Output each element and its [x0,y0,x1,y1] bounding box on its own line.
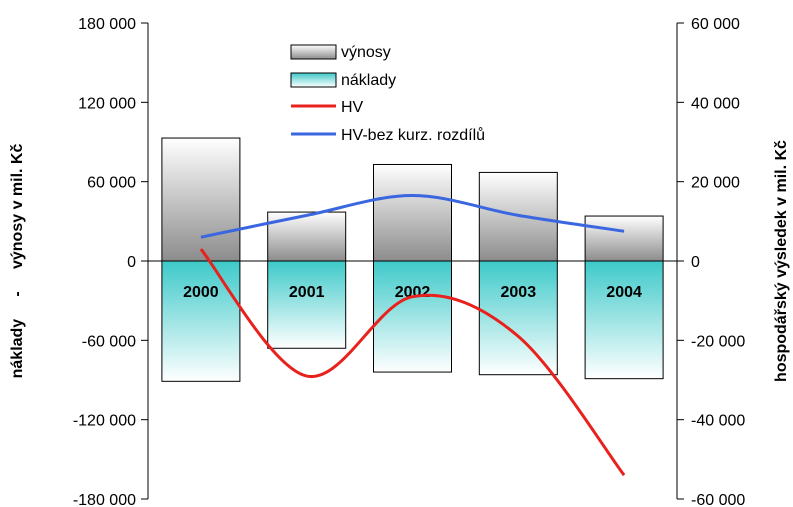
bar-vynosy-2000 [161,137,241,262]
left-tick-label: 180 000 [78,16,136,33]
left-tick-label: 60 000 [87,175,136,192]
bar-vynosy-2004 [584,215,664,262]
legend-label-vynosy: výnosy [341,44,391,61]
bar-vynosy-2002 [373,163,452,262]
category-label-2003: 2003 [501,284,537,301]
right-tick-label: -20 000 [691,333,745,350]
right-tick-label: 20 000 [691,175,740,192]
bar-naklady-2004 [584,260,664,380]
left-tick-label: -180 000 [73,492,136,507]
line-hv [199,248,626,477]
ticks-layer: 180 000 120 000 60 000 0 -60 000 -120 000 -180… [73,16,746,507]
bar-naklady-2000 [161,260,241,382]
left-tick-label: -120 000 [73,413,136,430]
category-label-2000: 2000 [183,284,219,301]
category-labels: 2000 2001 2002 2003 2004 [183,284,642,301]
right-axis-title: hospodářský výsledek v mil. Kč [773,140,790,382]
right-tick-label: 40 000 [691,95,740,112]
category-label-2001: 2001 [289,284,325,301]
legend-label-hv-bez: HV-bez kurz. rozdílů [341,126,485,144]
left-tick-label: 120 000 [78,95,136,112]
right-tick-label: 0 [691,254,700,271]
right-tick-label: -60 000 [691,492,745,507]
legend-label-naklady: náklady [341,72,396,89]
category-label-2004: 2004 [606,284,642,301]
legend-swatch-vynosy [290,44,337,60]
left-axis-title: náklady - výnosy v mil. Kč [9,144,26,379]
bars-layer [161,137,664,382]
left-tick-label: -60 000 [82,333,136,350]
category-label-2002: 2002 [395,284,431,301]
left-tick-label: 0 [127,254,136,271]
right-tick-label: 60 000 [691,16,740,33]
lines-layer [199,194,626,477]
legend-swatch-naklady [290,72,337,88]
right-tick-label: -40 000 [691,413,745,430]
bar-naklady-2002 [373,260,452,373]
legend: výnosy náklady HV HV-bez kurz. rozdílů [290,44,485,144]
bar-naklady-2001 [267,260,347,349]
legend-label-hv: HV [341,99,364,116]
